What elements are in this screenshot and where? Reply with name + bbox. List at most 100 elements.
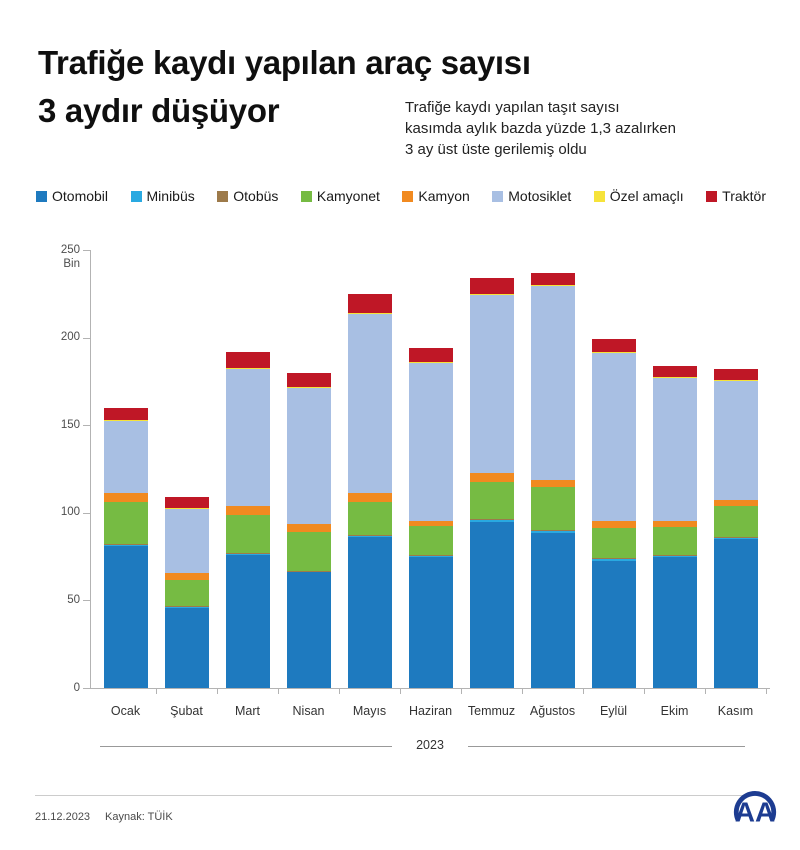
bar-segment-şubat-minibüs (164, 606, 209, 608)
legend-item-label: Kamyonet (316, 188, 380, 204)
bar-segment-şubat-kamyon (164, 572, 209, 580)
bar-segment-mayıs-özel-amaçlı (347, 313, 392, 315)
y-axis-line (90, 250, 91, 689)
legend-item-kamyonet: Kamyonet (300, 188, 380, 204)
bar-segment-mart-kamyon (225, 505, 270, 515)
bar-segment-mart-kamyonet (225, 514, 270, 554)
bar-segment-eylül-traktör (591, 338, 636, 352)
bar-segment-haziran-kamyonet (408, 525, 453, 555)
y-axis-tick-label: 100 (60, 506, 80, 519)
bar-segment-haziran-motosiklet (408, 363, 453, 521)
bar-segment-nisan-özel-amaçlı (286, 386, 331, 388)
x-axis-group-label: 2023 (416, 738, 444, 752)
bar-segment-ocak-otomobil (103, 546, 148, 688)
legend-item-motosiklet: Motosiklet (492, 188, 571, 204)
x-axis-label-haziran: Haziran (408, 704, 453, 718)
bar-segment-ağustos-kamyonet (530, 487, 575, 531)
page-title-line-2: 3 aydır düşüyor (38, 92, 280, 129)
legend-item-label: Otomobil (52, 188, 109, 204)
legend-color-swatch (36, 190, 47, 202)
bar-segment-nisan-traktör (286, 372, 331, 387)
bar-segment-eylül-özel-amaçlı (591, 351, 636, 353)
bar-segment-haziran-minibüs (408, 555, 453, 557)
legend-color-swatch (593, 190, 605, 202)
aa-agency-logo: AA (733, 791, 777, 827)
plot-area (90, 250, 770, 688)
x-axis-tick-mark (522, 688, 523, 694)
bar-segment-mayıs-otomobil (347, 537, 392, 688)
y-axis-tick-label: 250 (60, 243, 80, 256)
bar-segment-kasım-traktör (713, 369, 758, 380)
bar-segment-ağustos-minibüs (530, 531, 575, 533)
x-axis-tick-mark (583, 688, 584, 694)
bar-segment-şubat-motosiklet (164, 507, 209, 573)
subtitle-line-3: 3 ay üst üste gerilemiş oldu (405, 141, 587, 158)
x-axis-label-ocak: Ocak (110, 704, 141, 718)
x-axis-tick-mark (766, 688, 767, 694)
legend-item-traktör: Traktör (706, 188, 766, 204)
source-label: Kaynak: TÜİK (105, 811, 173, 823)
group-bracket-right-line (468, 746, 745, 747)
bar-segment-mart-otomobil (225, 554, 270, 688)
x-axis-label-ağustos: Ağustos (529, 704, 576, 718)
bar-segment-ekim-otomobil (652, 556, 697, 688)
subtitle-line-1: Trafiğe kaydı yapılan taşıt sayısı (405, 99, 620, 116)
bar-segment-eylül-kamyonet (591, 527, 636, 559)
x-axis-label-şubat: Şubat (170, 704, 203, 718)
legend-color-swatch (130, 190, 142, 202)
x-axis-label-temmuz: Temmuz (467, 704, 516, 718)
y-axis-tick-label: 150 (60, 418, 80, 431)
page-title-line-1: Trafiğe kaydı yapılan araç sayısı (38, 44, 531, 81)
bar-segment-şubat-traktör (164, 497, 209, 508)
bar-segment-eylül-motosiklet (591, 352, 636, 521)
x-axis-label-ekim: Ekim (660, 704, 689, 718)
bar-segment-ağustos-motosiklet (530, 285, 575, 481)
bar-segment-ağustos-otobüs (530, 530, 575, 532)
legend-color-swatch (402, 190, 414, 202)
legend-color-swatch (217, 190, 229, 202)
bar-segment-mayıs-kamyon (347, 492, 392, 502)
bar-segment-ağustos-özel-amaçlı (530, 285, 575, 286)
x-axis-tick-mark (705, 688, 706, 694)
bar-segment-ocak-minibüs (103, 544, 148, 547)
bar-segment-kasım-kamyonet (713, 505, 758, 538)
x-axis-label-mayıs: Mayıs (352, 704, 387, 718)
group-bracket-left-line (100, 746, 392, 747)
bar-segment-temmuz-kamyon (469, 473, 514, 483)
bar-segment-mart-minibüs (225, 553, 270, 555)
legend-item-label: Özel amaçlı (609, 188, 684, 204)
bar-segment-ekim-özel-amaçlı (652, 376, 697, 378)
legend-color-swatch (300, 190, 312, 202)
x-axis-label-nisan: Nisan (292, 704, 325, 718)
y-axis-tick-label: 200 (60, 331, 80, 344)
bar-segment-ocak-özel-amaçlı (103, 419, 148, 421)
bar-segment-mart-özel-amaçlı (225, 368, 270, 370)
x-axis-label-kasım: Kasım (717, 704, 754, 718)
bar-segment-temmuz-otomobil (469, 521, 514, 688)
legend-item-label: Traktör (722, 188, 766, 204)
bar-segment-kasım-kamyon (713, 499, 758, 506)
bar-segment-mart-traktör (225, 351, 270, 369)
bar-segment-nisan-minibüs (286, 571, 331, 573)
bar-segment-nisan-kamyon (286, 524, 331, 533)
legend-item-özel-amaçlı: Özel amaçlı (593, 188, 684, 204)
bar-segment-ocak-kamyon (103, 492, 148, 503)
bar-segment-ocak-traktör (103, 407, 148, 420)
bar-segment-mayıs-minibüs (347, 535, 392, 538)
legend-item-minibüs: Minibüs (130, 188, 195, 204)
y-axis-tick-mark (83, 425, 90, 427)
bar-segment-mart-otobüs (225, 553, 270, 554)
legend-item-otomobil: Otomobil (36, 188, 108, 204)
bar-segment-ekim-kamyon (652, 521, 697, 527)
y-axis-tick-mark (83, 688, 90, 689)
bar-segment-ekim-traktör (652, 365, 697, 377)
bar-segment-kasım-motosiklet (713, 380, 758, 500)
bar-segment-mayıs-traktör (347, 293, 392, 314)
bar-segment-nisan-kamyonet (286, 532, 331, 571)
legend-item-label: Minibüs (146, 188, 195, 204)
bar-segment-temmuz-otobüs (469, 518, 514, 520)
bar-segment-mayıs-motosiklet (347, 314, 392, 493)
bar-segment-eylül-otobüs (591, 558, 636, 560)
bar-segment-eylül-otomobil (591, 560, 636, 688)
x-axis-line (90, 688, 770, 689)
